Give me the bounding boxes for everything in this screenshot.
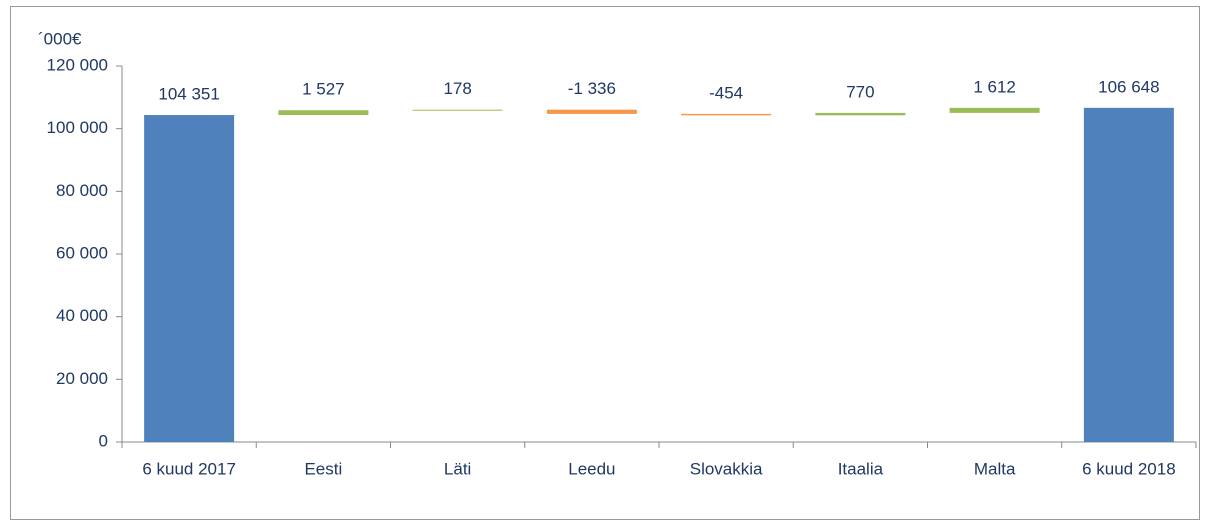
data-label: 1 612 — [973, 77, 1016, 96]
bar — [278, 110, 369, 116]
y-tick-label: 80 000 — [56, 181, 108, 200]
y-tick-label: 60 000 — [56, 243, 108, 262]
y-tick-label: 0 — [99, 431, 108, 450]
x-tick-label: Malta — [974, 459, 1016, 478]
y-tick-label: 120 000 — [47, 55, 108, 74]
bar — [681, 113, 772, 116]
data-label: 770 — [846, 82, 874, 101]
x-tick-label: Leedu — [568, 459, 615, 478]
data-label: 104 351 — [158, 85, 219, 104]
x-tick-label: Itaalia — [838, 459, 884, 478]
bar — [546, 109, 637, 114]
y-axis-label: ´000€ — [38, 29, 82, 48]
x-tick-label: 6 kuud 2017 — [142, 459, 236, 478]
bar — [1083, 107, 1174, 442]
x-tick-label: Eesti — [304, 459, 342, 478]
y-tick-label: 20 000 — [56, 369, 108, 388]
bar — [144, 115, 235, 442]
y-tick-label: 40 000 — [56, 306, 108, 325]
data-label: 106 648 — [1098, 77, 1159, 96]
data-label: -454 — [709, 83, 743, 102]
data-label: 1 527 — [302, 80, 345, 99]
bar — [815, 112, 906, 116]
y-tick-label: 100 000 — [47, 118, 108, 137]
bar — [412, 109, 503, 111]
data-label: -1 336 — [568, 79, 616, 98]
x-tick-label: 6 kuud 2018 — [1082, 459, 1176, 478]
x-tick-label: Slovakkia — [690, 459, 763, 478]
data-label: 178 — [443, 79, 471, 98]
bar — [949, 107, 1040, 113]
x-tick-label: Läti — [444, 459, 471, 478]
